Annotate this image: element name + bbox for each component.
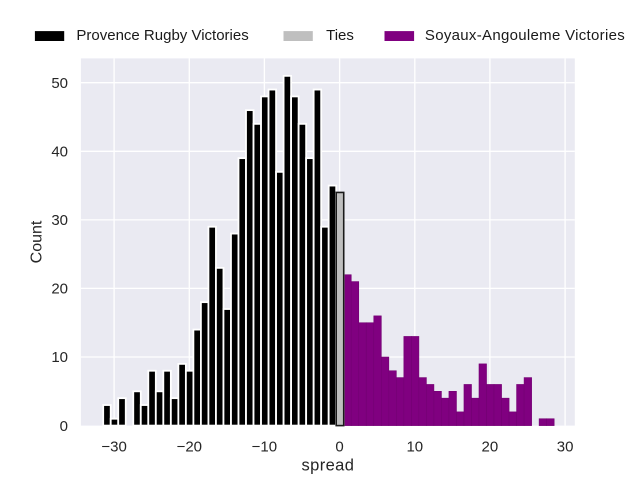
- svg-text:spread: spread: [301, 457, 354, 475]
- svg-text:20: 20: [51, 281, 68, 298]
- svg-text:30: 30: [557, 438, 574, 455]
- svg-text:20: 20: [482, 438, 499, 455]
- svg-text:−30: −30: [101, 438, 126, 455]
- svg-text:Provence Rugby Victories: Provence Rugby Victories: [76, 27, 248, 44]
- svg-text:0: 0: [60, 418, 68, 435]
- svg-text:30: 30: [51, 212, 68, 229]
- svg-text:−10: −10: [252, 438, 277, 455]
- svg-text:10: 10: [51, 349, 68, 366]
- svg-text:Soyaux-Angouleme Victories: Soyaux-Angouleme Victories: [425, 27, 625, 44]
- svg-text:−20: −20: [177, 438, 202, 455]
- svg-text:40: 40: [51, 144, 68, 161]
- svg-text:Ties: Ties: [326, 27, 354, 44]
- svg-text:0: 0: [335, 438, 343, 455]
- svg-text:Count: Count: [29, 220, 46, 263]
- svg-text:50: 50: [51, 75, 68, 92]
- svg-text:10: 10: [406, 438, 423, 455]
